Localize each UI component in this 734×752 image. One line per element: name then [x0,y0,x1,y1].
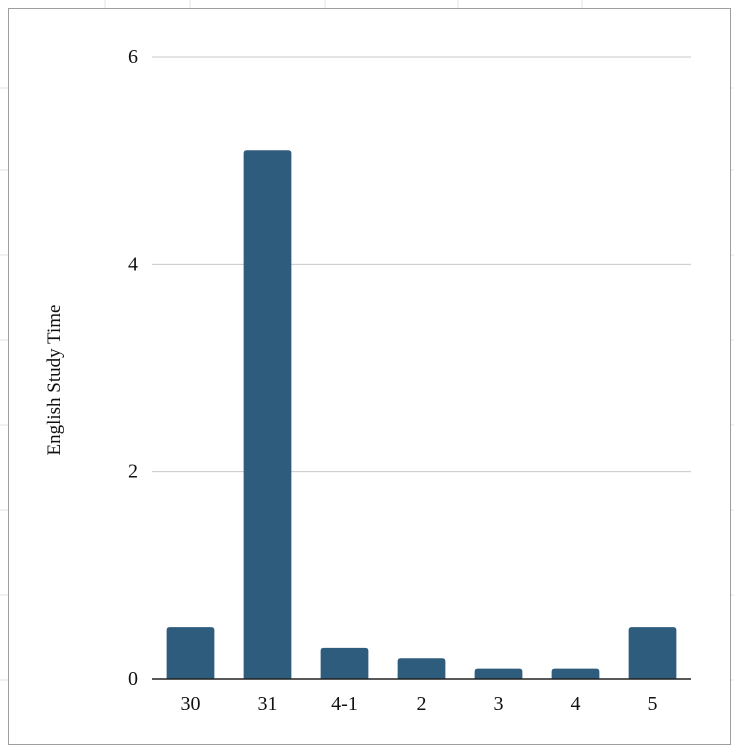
y-tick-label: 2 [128,461,138,483]
bar-3[interactable] [474,668,523,679]
bar-30[interactable] [166,627,215,679]
chart-container [8,8,731,745]
bar-4[interactable] [551,668,600,679]
x-tick-labels: 30 31 4-1 2 3 4 5 [181,693,658,715]
y-tick-label: 4 [128,253,138,275]
bars [166,150,677,680]
bar-5[interactable] [628,627,677,679]
x-tick-label: 2 [417,693,427,715]
bar-31[interactable] [243,150,292,680]
x-tick-label: 4 [571,693,581,715]
bar-4-1[interactable] [320,647,369,679]
y-tick-label: 6 [128,46,138,68]
x-tick-label: 30 [181,693,201,715]
x-tick-label: 3 [494,693,504,715]
x-tick-label: 31 [258,693,278,715]
y-axis-label: English Study Time [44,304,65,456]
y-tick-label: 0 [128,668,138,690]
y-tick-labels: 0 2 4 6 [128,46,138,690]
x-tick-label: 5 [648,693,658,715]
bar-2[interactable] [397,658,446,679]
gridlines [152,56,691,473]
x-tick-label: 4-1 [331,693,358,715]
